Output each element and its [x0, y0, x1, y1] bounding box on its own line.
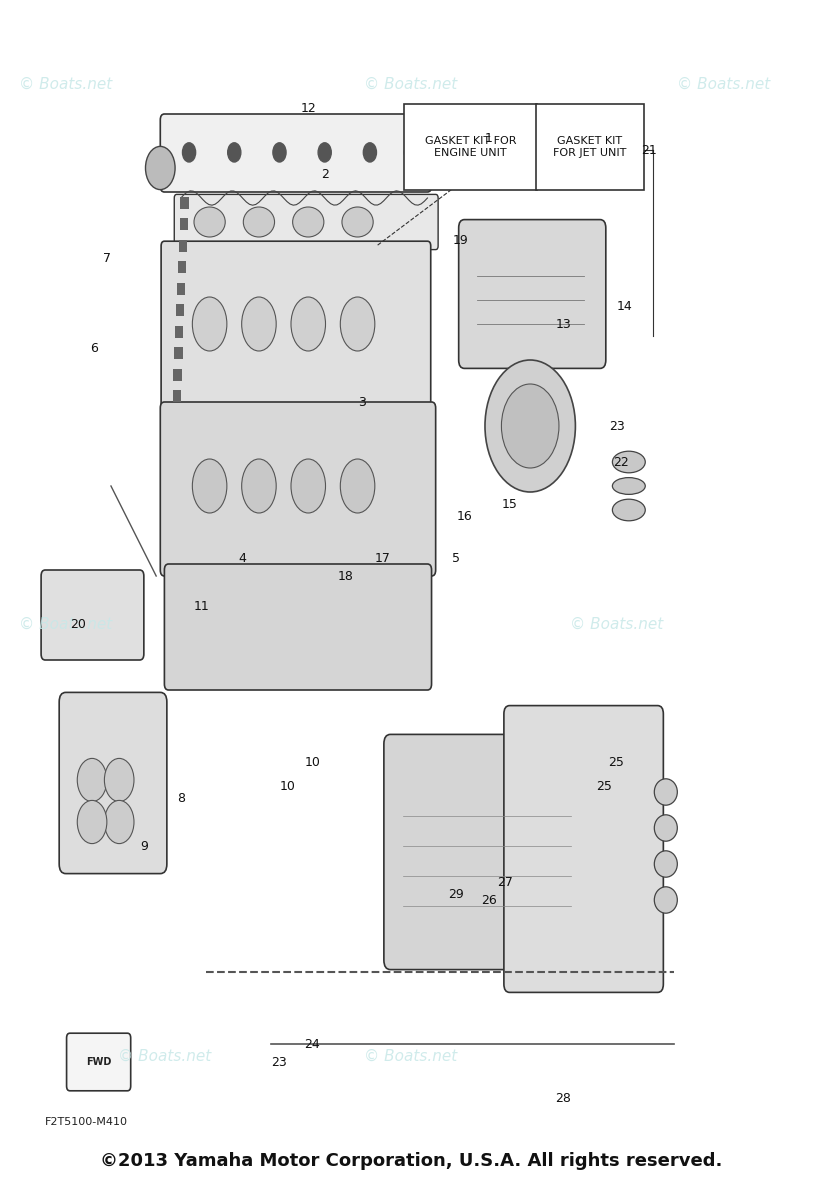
FancyBboxPatch shape	[59, 692, 167, 874]
Text: 28: 28	[555, 1092, 571, 1104]
Ellipse shape	[291, 296, 326, 350]
Text: 22: 22	[612, 456, 629, 468]
Ellipse shape	[293, 206, 324, 238]
Text: © Boats.net: © Boats.net	[364, 1049, 458, 1063]
Circle shape	[228, 143, 241, 162]
Ellipse shape	[192, 458, 227, 514]
Ellipse shape	[612, 451, 645, 473]
FancyBboxPatch shape	[164, 564, 432, 690]
Circle shape	[182, 143, 196, 162]
Text: 15: 15	[501, 498, 518, 510]
Text: F2T5100-M410: F2T5100-M410	[45, 1117, 127, 1127]
Text: © Boats.net: © Boats.net	[19, 77, 113, 91]
Text: 19: 19	[452, 234, 469, 246]
Text: © Boats.net: © Boats.net	[570, 617, 663, 631]
Text: 16: 16	[456, 510, 473, 522]
Text: 1: 1	[485, 132, 493, 144]
Text: 24: 24	[304, 1038, 321, 1050]
FancyBboxPatch shape	[404, 104, 537, 190]
Text: © Boats.net: © Boats.net	[364, 77, 458, 91]
Bar	[177, 283, 185, 295]
Text: GASKET KIT FOR
ENGINE UNIT: GASKET KIT FOR ENGINE UNIT	[425, 136, 516, 157]
Ellipse shape	[612, 499, 645, 521]
FancyBboxPatch shape	[174, 194, 438, 250]
Text: 3: 3	[358, 396, 366, 408]
Circle shape	[485, 360, 575, 492]
FancyBboxPatch shape	[160, 114, 432, 192]
Bar	[180, 197, 188, 209]
Text: 23: 23	[271, 1056, 288, 1068]
Bar	[175, 325, 183, 337]
FancyBboxPatch shape	[536, 104, 644, 190]
Text: © Boats.net: © Boats.net	[118, 1049, 211, 1063]
Circle shape	[77, 758, 107, 802]
Ellipse shape	[242, 296, 276, 350]
Ellipse shape	[654, 887, 677, 913]
Text: 4: 4	[238, 552, 247, 564]
Ellipse shape	[243, 206, 275, 238]
Ellipse shape	[192, 296, 227, 350]
FancyBboxPatch shape	[161, 241, 431, 413]
Bar	[176, 304, 184, 316]
FancyBboxPatch shape	[41, 570, 144, 660]
Circle shape	[273, 143, 286, 162]
Text: 29: 29	[448, 888, 464, 900]
Text: 7: 7	[103, 252, 111, 264]
Circle shape	[318, 143, 331, 162]
FancyBboxPatch shape	[67, 1033, 131, 1091]
FancyBboxPatch shape	[384, 734, 594, 970]
Text: 10: 10	[279, 780, 296, 792]
Ellipse shape	[242, 458, 276, 514]
Text: 27: 27	[497, 876, 514, 888]
FancyBboxPatch shape	[504, 706, 663, 992]
Circle shape	[104, 800, 134, 844]
Bar	[173, 368, 182, 380]
Ellipse shape	[340, 296, 375, 350]
Text: 6: 6	[90, 342, 99, 354]
Text: 13: 13	[555, 318, 571, 330]
Text: FWD: FWD	[86, 1057, 111, 1067]
Circle shape	[104, 758, 134, 802]
Ellipse shape	[342, 206, 373, 238]
Ellipse shape	[340, 458, 375, 514]
Circle shape	[145, 146, 175, 190]
FancyBboxPatch shape	[160, 402, 436, 576]
Ellipse shape	[612, 478, 645, 494]
Text: 5: 5	[452, 552, 460, 564]
Text: © Boats.net: © Boats.net	[19, 617, 113, 631]
Text: 20: 20	[70, 618, 86, 630]
Bar	[173, 390, 181, 402]
Text: 8: 8	[177, 792, 185, 804]
Text: 2: 2	[321, 168, 329, 180]
Ellipse shape	[654, 815, 677, 841]
Circle shape	[77, 800, 107, 844]
Circle shape	[404, 143, 418, 162]
Ellipse shape	[654, 851, 677, 877]
Text: 9: 9	[140, 840, 148, 852]
Bar	[178, 262, 186, 274]
Text: 23: 23	[608, 420, 625, 432]
Text: 18: 18	[337, 570, 353, 582]
Text: 17: 17	[374, 552, 390, 564]
Text: © Boats.net: © Boats.net	[677, 77, 770, 91]
Text: GASKET KIT
FOR JET UNIT: GASKET KIT FOR JET UNIT	[553, 136, 626, 157]
FancyBboxPatch shape	[459, 220, 606, 368]
Text: 25: 25	[608, 756, 625, 768]
Text: 14: 14	[616, 300, 633, 312]
Circle shape	[501, 384, 559, 468]
Text: 12: 12	[300, 102, 316, 114]
Ellipse shape	[291, 458, 326, 514]
Circle shape	[363, 143, 376, 162]
Text: 25: 25	[596, 780, 612, 792]
Ellipse shape	[654, 779, 677, 805]
Bar	[174, 347, 182, 359]
Ellipse shape	[194, 206, 225, 238]
Bar	[178, 240, 187, 252]
Text: 26: 26	[481, 894, 497, 906]
Text: ©2013 Yamaha Motor Corporation, U.S.A. All rights reserved.: ©2013 Yamaha Motor Corporation, U.S.A. A…	[99, 1152, 723, 1170]
Text: 21: 21	[641, 144, 658, 156]
Text: 10: 10	[304, 756, 321, 768]
Bar	[179, 218, 187, 230]
Text: 11: 11	[193, 600, 210, 612]
